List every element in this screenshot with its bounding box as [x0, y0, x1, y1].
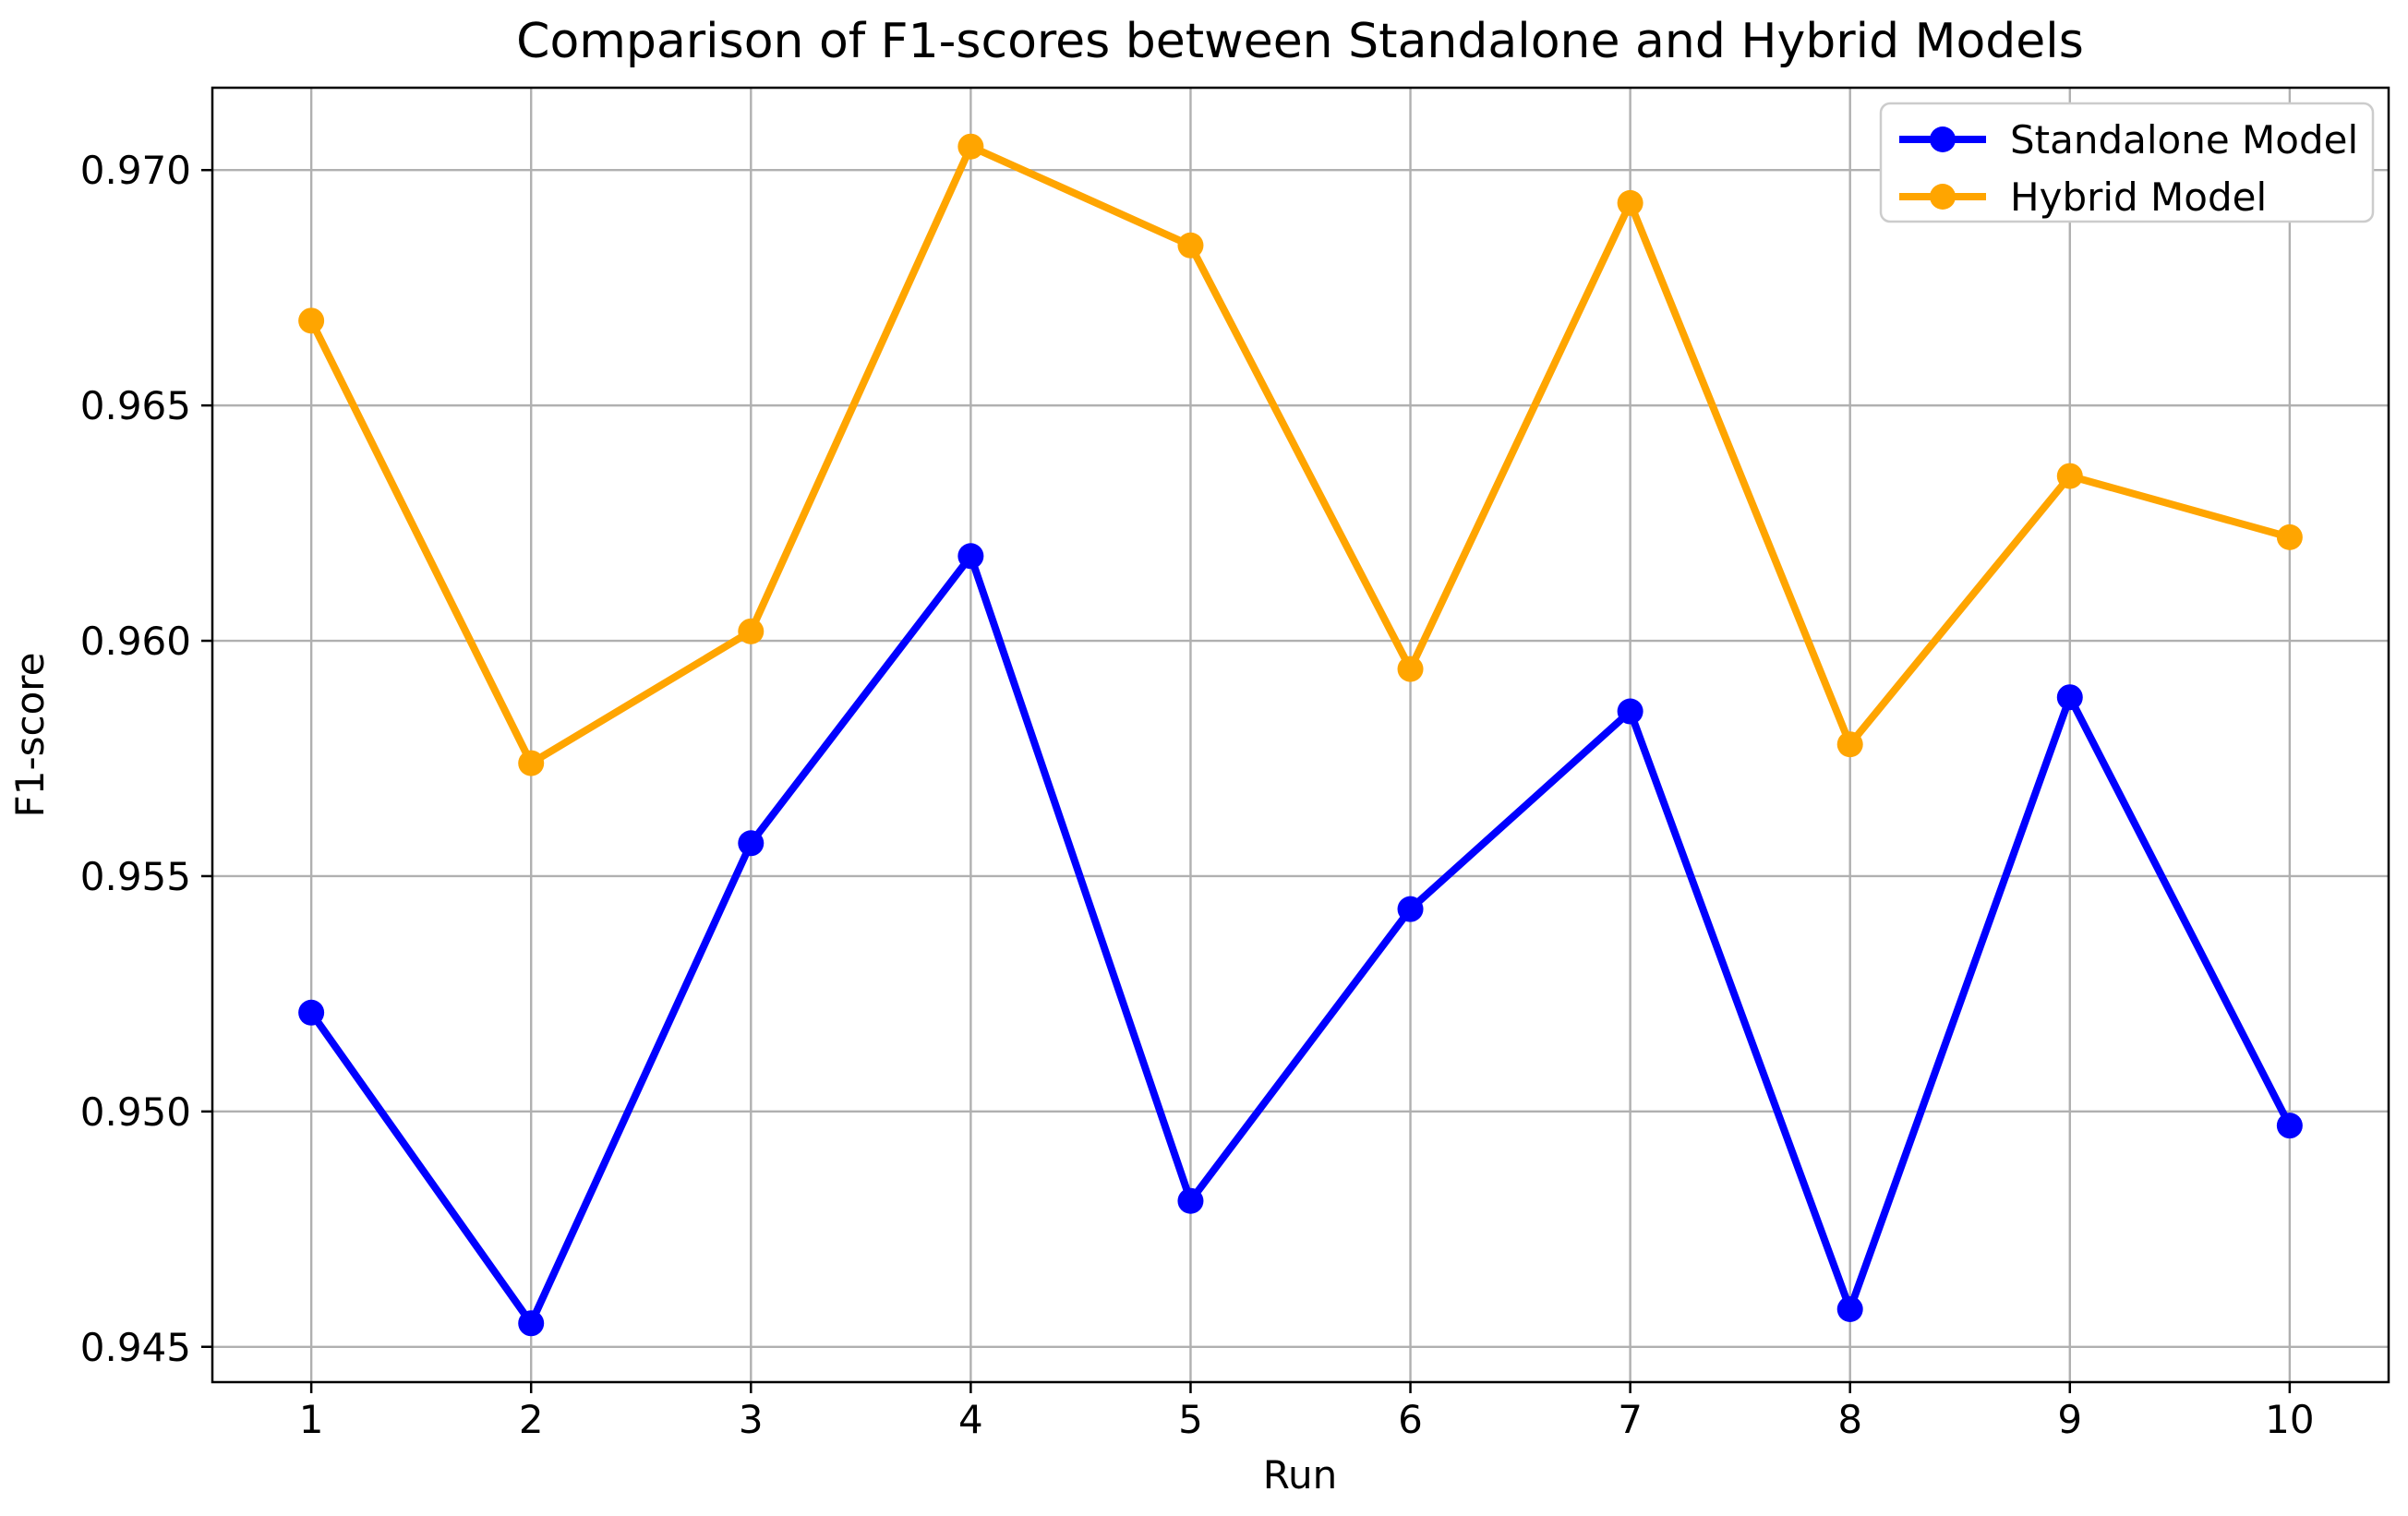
grid-layer [212, 88, 2389, 1382]
data-point-hybrid-model-run-6 [1397, 656, 1424, 682]
x-tick-label: 10 [2265, 1397, 2314, 1442]
x-tick-label: 4 [958, 1397, 983, 1442]
data-point-hybrid-model-run-3 [738, 618, 765, 644]
legend-box [1879, 102, 2375, 223]
x-tick-label: 1 [299, 1397, 324, 1442]
data-point-standalone-model-run-10 [2276, 1113, 2303, 1139]
chart-title: Comparison of F1-scores between Standalo… [516, 14, 2084, 69]
data-point-hybrid-model-run-8 [1836, 731, 1863, 758]
y-axis-label: F1-score [7, 653, 53, 818]
legend-label-hybrid: Hybrid Model [2010, 174, 2267, 220]
data-point-standalone-model-run-8 [1836, 1295, 1863, 1322]
x-tick-label: 8 [1837, 1397, 1862, 1442]
data-point-hybrid-model-run-5 [1177, 232, 1204, 259]
y-tick-label: 0.960 [80, 619, 191, 664]
legend-label-standalone: Standalone Model [2010, 117, 2358, 162]
x-axis-label: Run [1263, 1452, 1338, 1498]
data-point-hybrid-model-run-10 [2276, 523, 2303, 550]
series-line-hybrid-model [307, 142, 2294, 767]
y-tick-label: 0.945 [80, 1325, 191, 1370]
x-tick-label: 7 [1618, 1397, 1643, 1442]
tick-layer: 1 2 3 4 5 6 7 8 9 10 0.945 0.950 0.955 0.960 0.965 0.97… [80, 148, 2315, 1442]
data-point-standalone-model-run-1 [298, 999, 325, 1026]
legend-entry-hybrid: Hybrid Model [1899, 174, 2267, 220]
data-point-hybrid-model-run-9 [2056, 463, 2083, 489]
series-layer [298, 133, 2303, 1337]
legend-marker-standalone [1930, 126, 1956, 152]
x-tick-label: 3 [739, 1397, 764, 1442]
x-tick-label: 9 [2057, 1397, 2082, 1442]
data-point-standalone-model-run-4 [957, 543, 984, 570]
data-point-hybrid-model-run-2 [518, 750, 545, 776]
legend: Standalone Model Hybrid Model [1879, 102, 2375, 223]
x-tick-label: 2 [519, 1397, 544, 1442]
plot-border [211, 86, 2390, 1384]
data-point-standalone-model-run-2 [518, 1310, 545, 1337]
y-tick-label: 0.970 [80, 148, 191, 193]
data-point-standalone-model-run-7 [1617, 698, 1643, 725]
data-point-standalone-model-run-5 [1177, 1187, 1204, 1214]
data-point-standalone-model-run-3 [738, 830, 765, 857]
data-point-standalone-model-run-6 [1397, 896, 1424, 922]
axes-frame [211, 86, 2390, 1384]
legend-marker-hybrid [1930, 184, 1956, 210]
data-point-hybrid-model-run-7 [1617, 189, 1643, 216]
data-point-hybrid-model-run-1 [298, 307, 325, 334]
y-tick-label: 0.950 [80, 1089, 191, 1135]
y-tick-label: 0.955 [80, 854, 191, 899]
data-point-standalone-model-run-9 [2056, 684, 2083, 711]
series-line-standalone-model [307, 552, 2294, 1328]
legend-entry-standalone: Standalone Model [1899, 117, 2358, 162]
y-tick-label: 0.965 [80, 383, 191, 428]
x-tick-label: 6 [1398, 1397, 1423, 1442]
data-point-hybrid-model-run-4 [957, 133, 984, 160]
x-tick-label: 5 [1178, 1397, 1203, 1442]
